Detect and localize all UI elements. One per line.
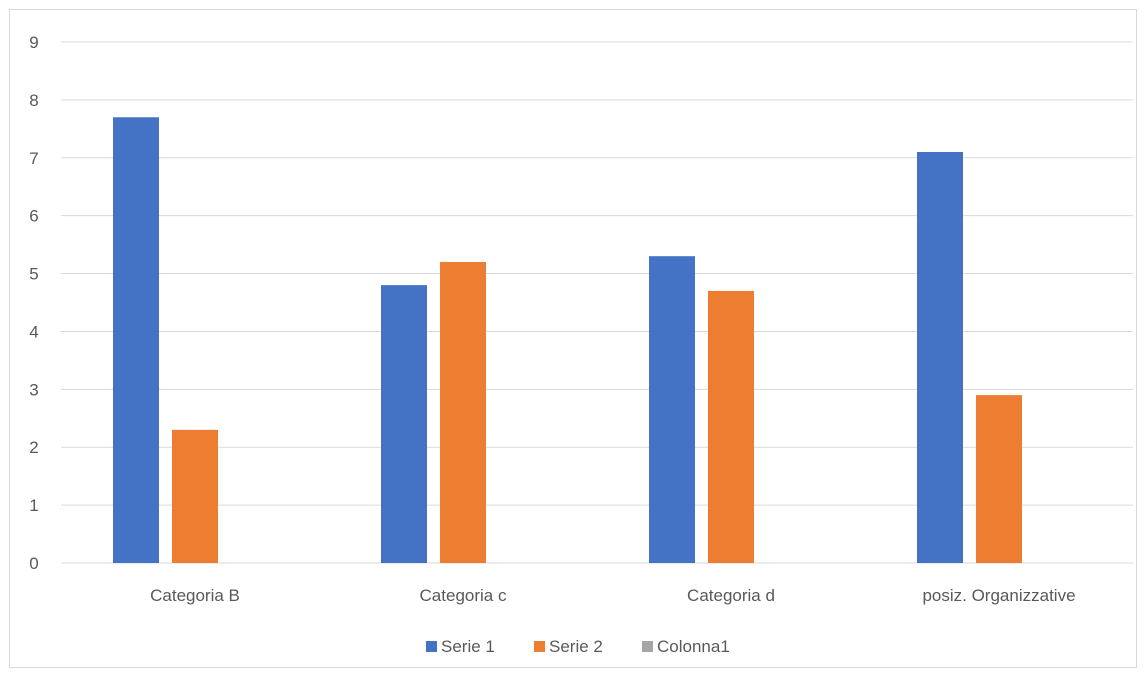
x-axis-tick-labels: Categoria B Categoria c Categoria d posiz. … (150, 586, 1075, 605)
y-tick-label: 7 (29, 149, 38, 168)
y-tick-label: 1 (29, 496, 38, 515)
x-tick-label: Categoria B (150, 586, 240, 605)
legend-swatch (534, 641, 545, 652)
x-tick-label: posiz. Organizzative (922, 586, 1075, 605)
bar-serie-1-categoria-c (381, 285, 427, 563)
bar-serie-1-categoria-d (649, 256, 695, 563)
bar-serie-2-posiz-organizzative (976, 395, 1022, 563)
y-tick-label: 3 (29, 380, 38, 399)
bar-serie-1-posiz-organizzative (917, 151, 963, 563)
legend-label: Serie 2 (549, 637, 603, 656)
x-tick-label: Categoria c (420, 586, 507, 605)
y-tick-label: 8 (29, 91, 38, 110)
bar-serie-2-categoria-c (440, 261, 486, 563)
legend-label: Colonna1 (657, 637, 730, 656)
bar-serie-2-categoria-b (172, 429, 218, 563)
y-tick-label: 6 (29, 207, 38, 226)
y-tick-label: 9 (29, 33, 38, 52)
legend-swatch (642, 641, 653, 652)
gridlines (61, 41, 1133, 564)
legend-swatch (426, 641, 437, 652)
bars (113, 117, 1022, 563)
bar-serie-1-categoria-b (113, 117, 159, 563)
y-tick-label: 0 (29, 554, 38, 573)
x-tick-label: Categoria d (687, 586, 775, 605)
bar-serie-2-categoria-d (708, 290, 754, 563)
legend-label: Serie 1 (441, 637, 495, 656)
y-tick-label: 2 (29, 438, 38, 457)
y-axis-tick-labels: 0 1 2 3 4 5 6 7 8 9 (29, 33, 38, 573)
legend: Serie 1 Serie 2 Colonna1 (426, 637, 730, 656)
y-tick-label: 5 (29, 265, 38, 284)
y-tick-label: 4 (29, 322, 38, 341)
